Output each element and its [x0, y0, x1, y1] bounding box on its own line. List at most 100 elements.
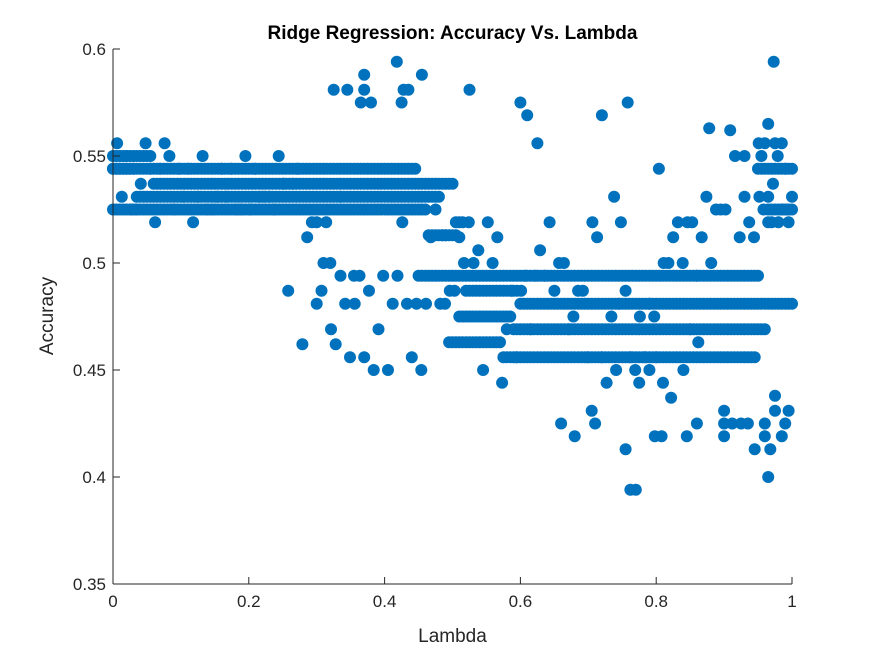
data-point [115, 190, 128, 203]
y-tick-label: 0.4 [82, 468, 106, 487]
data-point [448, 284, 461, 297]
data-point [163, 150, 176, 162]
data-point [225, 162, 238, 175]
data-point [775, 137, 788, 150]
data-point [432, 190, 445, 203]
data-point [752, 137, 765, 150]
data-point [405, 351, 418, 364]
data-point [776, 203, 789, 216]
data-point [267, 203, 280, 216]
x-tick-label: 0.6 [509, 592, 533, 611]
data-point [595, 351, 608, 364]
data-point [301, 231, 314, 244]
data-point [182, 162, 195, 175]
data-point [633, 310, 646, 323]
data-point [652, 162, 665, 175]
data-point [130, 203, 143, 216]
data-point [463, 83, 476, 96]
data-point [755, 150, 768, 162]
data-point [363, 284, 375, 297]
x-tick-label: 1 [787, 592, 796, 611]
data-point [643, 364, 656, 376]
data-point [329, 338, 342, 351]
data-point [504, 310, 517, 323]
data-point [494, 336, 506, 349]
data-point [531, 137, 544, 150]
data-point [695, 231, 708, 244]
data-point [515, 284, 528, 297]
data-point [315, 284, 328, 297]
data-point [248, 162, 261, 175]
data-point [354, 96, 367, 109]
data-point [244, 203, 257, 216]
x-tick-label: 0.8 [644, 592, 668, 611]
y-axis-label: Accuracy [37, 276, 58, 355]
data-point [215, 162, 228, 175]
data-point [220, 190, 233, 203]
data-point [365, 96, 377, 109]
data-point [662, 257, 675, 269]
data-point [458, 257, 470, 269]
data-point [608, 190, 621, 203]
y-tick-label: 0.6 [82, 40, 106, 59]
data-point [153, 162, 166, 175]
data-point [396, 216, 409, 229]
data-point [624, 351, 637, 364]
data-point [767, 55, 780, 68]
data-point [758, 430, 771, 443]
data-point [562, 323, 575, 336]
data-point [705, 257, 718, 269]
data-point [510, 351, 523, 364]
data-point [402, 83, 415, 96]
data-point [500, 323, 513, 336]
data-point [496, 376, 509, 389]
data-point [206, 203, 219, 216]
data-point [719, 203, 732, 216]
data-point [272, 150, 285, 162]
data-point [629, 483, 642, 496]
data-point [446, 177, 459, 190]
data-point [762, 117, 775, 130]
data-point [486, 257, 499, 269]
data-point [684, 323, 697, 336]
data-point [196, 150, 209, 162]
data-point [775, 430, 788, 443]
plot-background [113, 49, 792, 584]
data-point [348, 297, 361, 310]
data-point [779, 162, 792, 175]
data-point [158, 137, 171, 150]
data-point [762, 190, 775, 203]
data-point [612, 297, 625, 310]
data-point [738, 190, 751, 203]
data-point [521, 109, 534, 122]
data-point [120, 150, 133, 162]
data-point [134, 177, 147, 190]
y-tick-label: 0.35 [73, 575, 106, 594]
data-point [239, 150, 252, 162]
data-point [557, 257, 570, 269]
data-point [367, 364, 380, 376]
data-point [409, 162, 422, 175]
data-point [638, 351, 651, 364]
data-point [581, 351, 594, 364]
data-point [724, 124, 737, 137]
data-point [769, 404, 781, 417]
data-point [234, 203, 247, 216]
data-point [786, 190, 798, 203]
data-points [107, 55, 798, 496]
data-point [758, 417, 771, 430]
data-point [605, 310, 618, 323]
data-point [358, 351, 371, 364]
data-point [296, 338, 309, 351]
data-point [748, 231, 760, 244]
data-point [585, 404, 598, 417]
data-point [310, 216, 323, 229]
data-point [591, 231, 604, 244]
data-point [610, 364, 623, 376]
data-point [386, 297, 399, 310]
data-point [187, 216, 200, 229]
data-point [753, 190, 766, 203]
x-tick-label: 0 [108, 592, 117, 611]
data-point [614, 216, 627, 229]
data-point [680, 430, 693, 443]
